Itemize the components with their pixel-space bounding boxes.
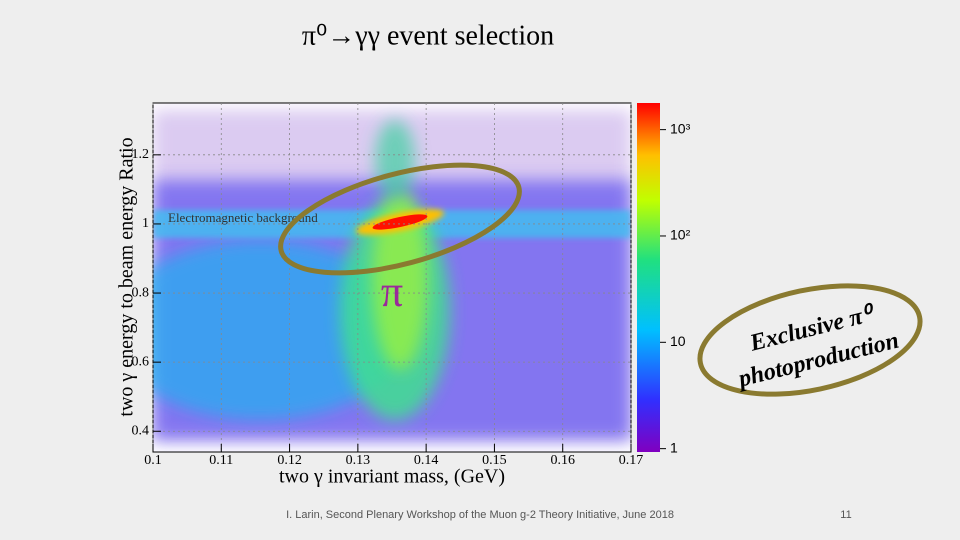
y-tick-label: 1.2 — [132, 147, 150, 162]
x-tick-label: 0.14 — [414, 453, 439, 468]
x-tick-label: 0.13 — [346, 453, 371, 468]
colorbar-tick-label: 1 — [670, 439, 678, 455]
x-tick-label: 0.15 — [482, 453, 507, 468]
density-image — [153, 110, 631, 440]
y-tick-label: 0.4 — [132, 423, 150, 438]
y-tick-label: 0.6 — [132, 354, 150, 369]
y-tick-label: 0.8 — [132, 285, 150, 300]
colorbar-tick-label: 10² — [670, 227, 691, 243]
slide-title: π⁰→γγ event selection — [302, 20, 554, 51]
annotation: Electromagnetic background — [168, 210, 318, 225]
highlight-ellipse — [697, 283, 923, 397]
highlight-ellipse — [278, 162, 522, 276]
x-tick-label: 0.12 — [277, 453, 302, 468]
page-number: 11 — [840, 509, 851, 521]
x-tick-label: 0.17 — [619, 453, 644, 468]
side-note: Exclusive π⁰ photoproduction — [734, 300, 901, 393]
plot-frame — [152, 102, 632, 453]
x-tick-label: 0.11 — [209, 453, 233, 468]
annotation: π — [381, 267, 403, 316]
x-tick-label: 0.1 — [144, 453, 162, 468]
x-tick-label: 0.16 — [550, 453, 575, 468]
colorbar-tick-label: 10 — [670, 333, 686, 349]
y-tick-label: 1 — [142, 216, 149, 231]
footer: I. Larin, Second Plenary Workshop of the… — [286, 509, 674, 521]
colorbar-tick-label: 10³ — [670, 120, 691, 136]
colorbar — [637, 103, 660, 452]
y-axis-label: two γ energy to beam energy Ratio — [116, 137, 138, 416]
axes: 0.1 0.11 0.12 0.13 0.14 0.15 0.16 0.17 0.4 0.6 0.8… — [132, 102, 691, 468]
x-axis-label: two γ invariant mass, (GeV) — [279, 466, 505, 488]
